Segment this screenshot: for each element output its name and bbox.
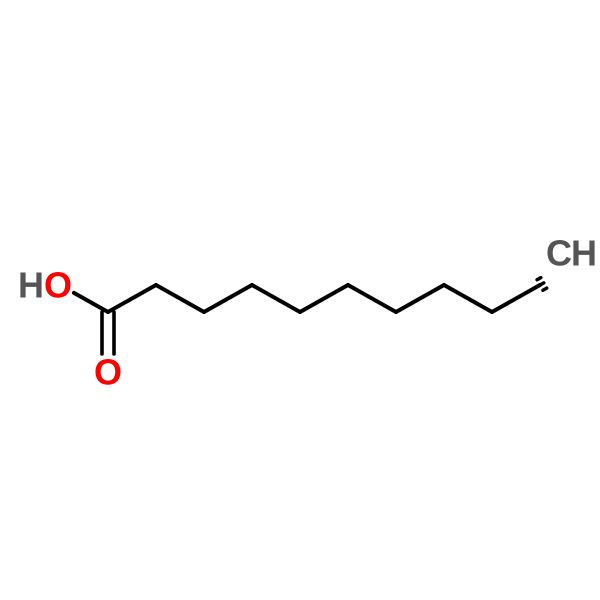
bond [300, 285, 348, 312]
bond [74, 293, 108, 312]
chemical-structure-diagram: HOOCH [0, 0, 600, 600]
bond [537, 278, 541, 280]
bond [444, 285, 492, 312]
atom-label-co_o: O [94, 352, 122, 393]
bond [252, 285, 300, 312]
bond [543, 288, 547, 290]
bond [156, 285, 204, 312]
bond [348, 285, 396, 312]
atom-label-ch_h: H [571, 233, 597, 274]
bond [108, 285, 156, 312]
atom-label-oh_o: O [44, 265, 72, 306]
atom-label-oh_h: H [18, 265, 44, 306]
bond [396, 285, 444, 312]
bond [204, 285, 252, 312]
bond [540, 283, 544, 285]
bond [492, 285, 540, 312]
atom-label-ch_c: C [546, 233, 572, 274]
